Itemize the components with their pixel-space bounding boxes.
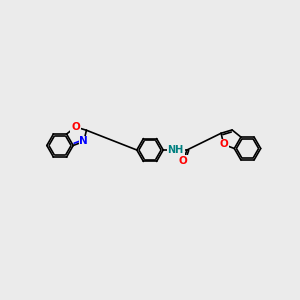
Text: O: O (71, 122, 80, 132)
Text: O: O (178, 156, 188, 166)
Text: N: N (80, 136, 88, 146)
Text: NH: NH (168, 145, 184, 155)
Text: O: O (219, 140, 228, 149)
